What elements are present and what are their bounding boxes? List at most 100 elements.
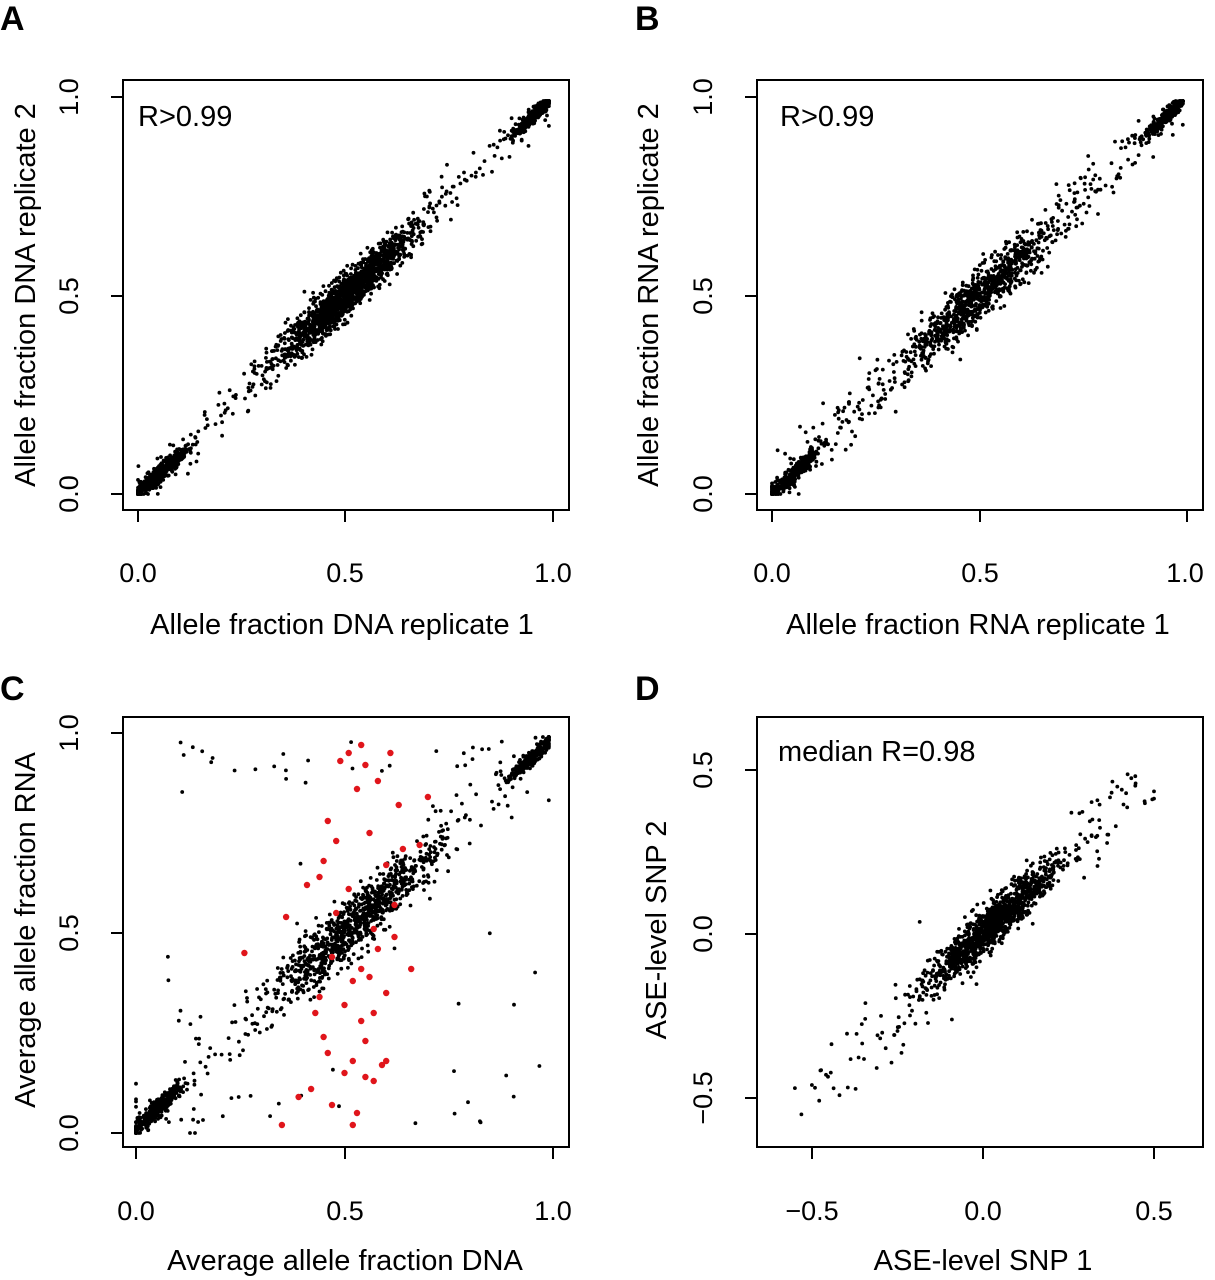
point-b-1587 <box>1021 239 1026 243</box>
point-a-839 <box>275 363 280 367</box>
point-a-1642 <box>389 260 393 265</box>
point-a-2357 <box>502 130 507 134</box>
point-a-2416 <box>336 327 340 331</box>
point-a-1871 <box>416 225 421 230</box>
point-b-1452 <box>821 401 825 406</box>
point-a-1584 <box>384 239 389 244</box>
point-b-1047 <box>1041 248 1045 253</box>
point-b-1488 <box>775 448 780 453</box>
point-a-1669 <box>327 298 332 303</box>
point-c-436 <box>378 921 383 926</box>
point-b-1640 <box>1130 133 1135 138</box>
point-a-2381 <box>471 150 476 155</box>
point-a-2366 <box>530 121 535 126</box>
point-b-1669 <box>803 430 808 435</box>
point-a-1370 <box>381 244 385 249</box>
point-a-2408 <box>377 267 382 271</box>
point-a-1390 <box>362 257 366 262</box>
point-a-2489 <box>282 336 287 340</box>
point-b-596 <box>939 311 944 316</box>
point-a-2475 <box>178 447 183 452</box>
point-a-2427 <box>231 394 236 399</box>
panel-b: B R>0.99 0.0 0.5 1.0 Allele fraction RNA… <box>633 0 1204 641</box>
point-a-2458 <box>202 410 207 414</box>
point-b-1415 <box>1170 101 1175 105</box>
point-b-556 <box>919 331 924 336</box>
x-axis-a: 0.0 0.5 1.0 Allele fraction DNA replicat… <box>119 509 572 641</box>
point-b-1533 <box>1091 161 1096 166</box>
point-a-2399 <box>519 138 524 143</box>
point-a-2376 <box>541 106 545 110</box>
point-b-1399 <box>1147 136 1152 141</box>
point-a-2466 <box>168 442 172 447</box>
point-a-1283 <box>260 373 265 378</box>
point-a-1843 <box>363 266 367 271</box>
point-b-1470 <box>1056 193 1061 198</box>
point-c-355 <box>434 868 439 873</box>
point-b-1495 <box>989 255 994 260</box>
point-b-1054 <box>1005 252 1010 256</box>
point-a-2425 <box>443 192 448 196</box>
point-a-1249 <box>341 268 346 273</box>
point-b-1564 <box>914 337 919 342</box>
point-a-872 <box>284 366 289 370</box>
point-b-1030 <box>982 260 987 265</box>
point-a-2373 <box>437 201 442 205</box>
point-a-943 <box>289 358 293 363</box>
point-c-364 <box>250 1013 255 1018</box>
point-b-511 <box>991 306 995 311</box>
point-b-991 <box>946 338 951 343</box>
point-b-584 <box>1026 281 1031 285</box>
point-b-1571 <box>928 318 932 322</box>
point-a-2507 <box>268 386 273 390</box>
point-b-1448 <box>1167 112 1172 117</box>
point-b-1084 <box>954 337 959 341</box>
point-a-1708 <box>354 275 359 280</box>
panel-letter-a: A <box>0 0 25 38</box>
point-a-2329 <box>510 136 514 141</box>
point-a-2405 <box>395 259 400 263</box>
point-a-2486 <box>406 217 410 222</box>
point-a-2321 <box>432 210 436 215</box>
point-a-2517 <box>454 196 459 201</box>
point-b-343 <box>801 462 805 466</box>
point-a-2487 <box>394 232 398 237</box>
point-a-1673 <box>369 291 373 296</box>
point-b-1647 <box>978 280 983 285</box>
point-b-1462 <box>973 309 978 313</box>
point-b-1588 <box>1120 139 1125 144</box>
point-b-1481 <box>967 320 972 324</box>
point-a-2476 <box>288 354 293 359</box>
point-a-1002 <box>311 290 315 295</box>
point-b-962 <box>1009 279 1014 284</box>
point-b-1651 <box>919 345 924 349</box>
point-b-1483 <box>1126 157 1130 162</box>
point-b-1497 <box>843 447 848 452</box>
point-a-1388 <box>302 310 307 315</box>
point-b-1024 <box>936 326 940 330</box>
point-b-1595 <box>1072 191 1077 196</box>
point-c-307 <box>153 1109 158 1113</box>
point-b-1512 <box>919 310 924 315</box>
point-a-2473 <box>148 477 153 482</box>
point-a-2483 <box>315 338 320 342</box>
point-b-1648 <box>770 492 774 496</box>
y-tick-label-b-1: 0.5 <box>688 277 718 315</box>
point-b-1700 <box>1007 287 1011 292</box>
point-b-1531 <box>855 404 860 409</box>
y-axis-label-a: Allele fraction DNA replicate 2 <box>10 103 42 487</box>
point-a-2472 <box>308 325 312 330</box>
point-a-2462 <box>296 330 300 335</box>
point-a-2404 <box>325 326 330 331</box>
point-b-1661 <box>947 310 951 315</box>
point-c-354 <box>418 849 423 854</box>
point-b-403 <box>880 382 885 387</box>
point-a-2418 <box>523 125 527 129</box>
point-b-316 <box>789 478 793 483</box>
y-tick-label-a-0: 0.0 <box>54 475 84 513</box>
point-b-1628 <box>920 351 925 356</box>
point-a-2436 <box>358 251 363 256</box>
y-axis-label-b: Allele fraction RNA replicate 2 <box>633 103 665 487</box>
x-tick-label-a-1: 0.5 <box>326 558 364 588</box>
point-b-1097 <box>939 337 944 341</box>
